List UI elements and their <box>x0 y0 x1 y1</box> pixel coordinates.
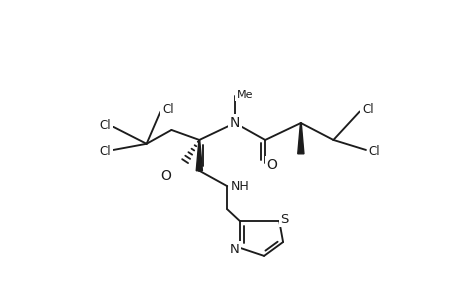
Polygon shape <box>196 140 202 171</box>
Text: O: O <box>266 158 277 172</box>
Text: Cl: Cl <box>361 103 373 116</box>
Text: O: O <box>160 169 171 183</box>
Polygon shape <box>297 123 303 154</box>
Text: N: N <box>230 116 240 130</box>
Text: Cl: Cl <box>368 145 379 158</box>
Text: Cl: Cl <box>162 103 174 116</box>
Text: NH: NH <box>230 180 248 193</box>
Text: N: N <box>230 243 239 256</box>
Text: S: S <box>280 213 288 226</box>
Text: Cl: Cl <box>99 119 111 132</box>
Text: Me: Me <box>236 89 252 100</box>
Text: Cl: Cl <box>99 145 111 158</box>
